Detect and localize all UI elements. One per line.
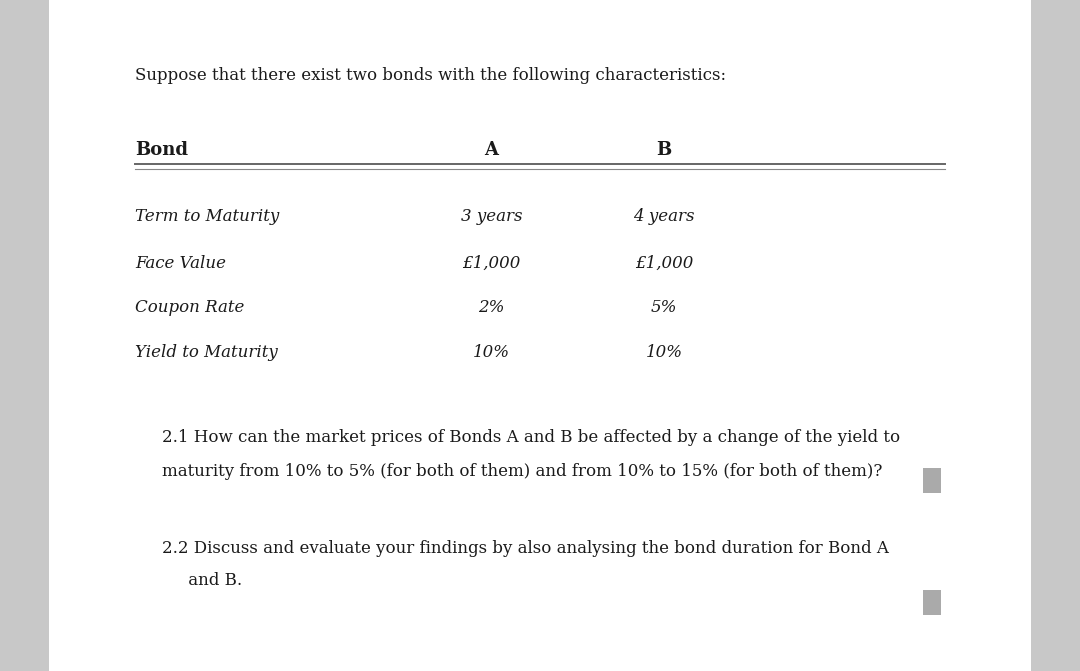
Text: 4 years: 4 years xyxy=(634,208,694,225)
Text: 3 years: 3 years xyxy=(461,208,522,225)
Text: Bond: Bond xyxy=(135,141,188,159)
Bar xyxy=(923,590,941,615)
Text: Yield to Maturity: Yield to Maturity xyxy=(135,344,278,361)
Text: 2.1 How can the market prices of Bonds A and B be affected by a change of the yi: 2.1 How can the market prices of Bonds A… xyxy=(162,429,900,446)
Text: 2.2 Discuss and evaluate your findings by also analysing the bond duration for B: 2.2 Discuss and evaluate your findings b… xyxy=(162,540,889,557)
Text: maturity from 10% to 5% (for both of them) and from 10% to 15% (for both of them: maturity from 10% to 5% (for both of the… xyxy=(162,463,882,480)
Text: Suppose that there exist two bonds with the following characteristics:: Suppose that there exist two bonds with … xyxy=(135,67,726,84)
Text: Coupon Rate: Coupon Rate xyxy=(135,299,244,315)
Text: Face Value: Face Value xyxy=(135,255,226,272)
Text: 2%: 2% xyxy=(478,299,504,315)
Text: and B.: and B. xyxy=(162,572,242,588)
Text: 10%: 10% xyxy=(473,344,510,361)
Text: £1,000: £1,000 xyxy=(462,255,521,272)
Text: £1,000: £1,000 xyxy=(635,255,693,272)
Text: Term to Maturity: Term to Maturity xyxy=(135,208,280,225)
FancyBboxPatch shape xyxy=(49,0,1031,671)
Text: B: B xyxy=(657,141,672,159)
Bar xyxy=(923,468,941,493)
Text: 10%: 10% xyxy=(646,344,683,361)
Text: A: A xyxy=(485,141,498,159)
Text: 5%: 5% xyxy=(651,299,677,315)
